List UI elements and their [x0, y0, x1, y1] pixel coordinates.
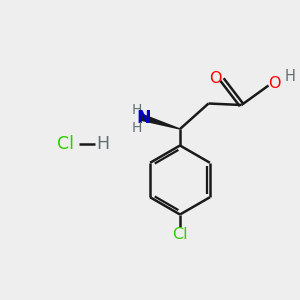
Text: H: H [285, 69, 296, 84]
Text: N: N [137, 109, 151, 127]
Text: H: H [96, 135, 109, 153]
Text: Cl: Cl [172, 227, 188, 242]
Text: O: O [209, 70, 222, 86]
Text: Cl: Cl [58, 135, 74, 153]
Text: O: O [268, 76, 280, 92]
Polygon shape [140, 114, 180, 129]
Text: H: H [132, 103, 142, 116]
Text: H: H [132, 121, 142, 134]
